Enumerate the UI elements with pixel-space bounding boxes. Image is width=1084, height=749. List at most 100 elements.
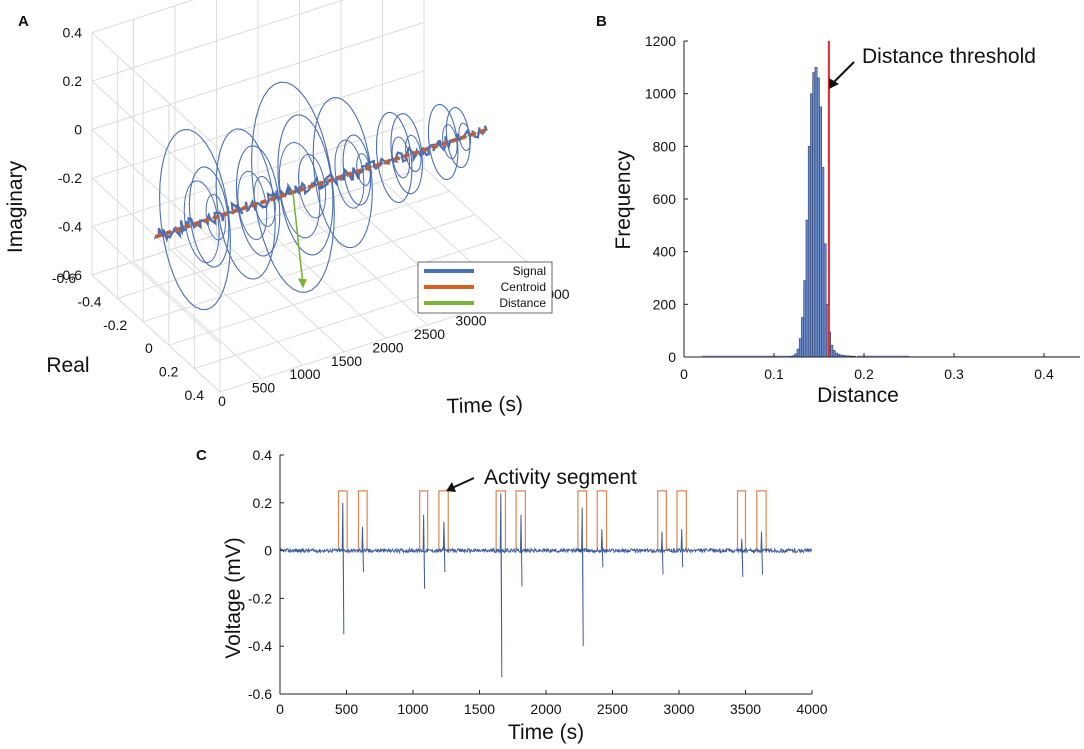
panel-b-bars [702,41,1080,358]
histogram-tail-bar [891,355,894,357]
histogram-tail-bar [873,355,876,357]
distance-line [292,192,304,285]
floor-grid-line [117,190,450,299]
histogram-tail-bar [724,355,727,357]
side-wall-grid-line [91,129,221,247]
b-y-tick-label: 1200 [645,33,676,49]
distance-arrowhead [297,278,307,289]
panel-b-axes [683,40,1080,358]
b-y-tick-label: 1000 [645,86,676,102]
histogram-bar [830,344,834,358]
panel-a-3d-plot: 0.40.20-0.2-0.4-0.6-0.6-0.4-0.200.20.4 05… [4,0,570,418]
panel-c-xlabel: Time (s) [508,721,584,744]
signal-inner-loop [391,136,411,179]
y-tick-label: 0.2 [159,364,179,380]
floor-grid-line [257,221,387,339]
histogram-bar [807,146,811,358]
back-wall-grid-line [91,70,425,179]
histogram-tail-bar [702,355,705,357]
activity-segment-box [577,490,588,551]
histogram-bar [812,72,816,358]
panel-b-ylabel: Frequency [612,150,635,250]
panel-c-tick-labels: 0.40.20-0.2-0.4-0.60 500 1000 1500 2000 2500 3… [248,447,828,717]
signal-inner-loop [237,170,268,241]
x-tick-label: 2000 [372,339,403,355]
histogram-bar [798,338,802,358]
histogram-bar [805,219,809,358]
histogram-tail-bar [870,355,873,357]
panel-a-tick-labels: 0.40.20-0.2-0.4-0.6-0.6-0.4-0.200.20.4 05… [52,25,570,409]
y-tick-label: -0.6 [52,270,76,286]
legend-label-centroid: Centroid [501,280,546,294]
panel-label-b: B [596,13,607,30]
histogram-tail-bar [864,355,867,357]
histogram-tail-bar [762,355,765,357]
floor-grid-line [143,214,476,323]
panel-b-xlabel: Distance [817,384,899,407]
histogram-tail-bar [875,355,878,357]
histogram-tail-bar [904,355,907,357]
b-y-tick-label: 600 [653,191,677,207]
side-wall-grid-line [91,226,221,344]
c-y-tick-label: 0 [264,543,272,559]
side-wall-grid-line [91,274,221,393]
centroid-overlay [155,128,489,238]
activity-segment-box [756,490,767,551]
panel-a-zlabel: Imaginary [4,160,27,253]
c-x-tick-label: 4000 [796,701,827,717]
histogram-tail-bar [888,355,891,357]
c-y-tick-label: 0.4 [253,447,273,463]
b-y-tick-label: 400 [653,244,677,260]
signal-loop [215,128,276,280]
signal-loop [251,81,335,293]
histogram-tail-bar [738,355,741,357]
histogram-tail-bar [765,355,768,357]
histogram-tail-bar [897,355,900,357]
b-y-tick-label: 0 [668,349,676,365]
panel-a-distance-arrow [292,192,307,289]
histogram-tail-bar [731,355,734,357]
histogram-bar [834,352,838,358]
voltage-trace [279,493,813,678]
side-wall-grid-line [91,80,221,199]
panel-c-voltage-trace: 0.40.20-0.2-0.4-0.60 500 1000 1500 2000 2500 3… [222,447,828,744]
segment-annotation: Activity segment [484,466,637,489]
c-x-tick-label: 1000 [397,701,428,717]
histogram-tail-bar [900,355,903,357]
histogram-bar [796,348,800,358]
y-tick-label: 0.4 [185,387,205,403]
histogram-tail-bar [857,355,860,357]
panel-b-histogram: 0 200 400 600 800 1000 1200 0 0.1 0.2 0.3 0.4 Dista… [612,33,1080,407]
x-tick-label: 500 [252,380,276,396]
x-tick-label: 2500 [414,326,445,342]
z-tick-label: 0 [74,122,82,138]
histogram-bar [819,106,823,358]
legend-label-signal: Signal [513,264,546,278]
panel-a-xlabel: Time (s) [446,393,523,419]
panel-b-tick-labels: 0 200 400 600 800 1000 1200 0 0.1 0.2 0.3 0.4 [645,33,1054,382]
histogram-tail-bar [886,355,889,357]
histogram-tail-bar [778,355,781,357]
c-x-tick-label: 2000 [530,701,561,717]
activity-segment-box [676,490,687,551]
signal-loop [188,166,230,268]
histogram-tail-bar [715,355,718,357]
histogram-tail-bar [742,355,745,357]
z-tick-label: -0.2 [58,170,82,186]
signal-inner-loop [205,193,226,241]
x-tick-label: 3000 [455,313,486,329]
histogram-bar [801,317,805,358]
histogram-tail-bar [877,355,880,357]
threshold-arrow [829,61,855,89]
histogram-tail-bar [868,355,871,357]
activity-segment-box [596,490,608,551]
activity-segment-box [357,490,368,551]
b-y-tick-label: 800 [653,138,677,154]
histogram-tail-bar [893,355,896,357]
segment-arrow [446,477,475,492]
activity-segment-box [419,490,429,551]
histogram-tail-bar [706,355,709,357]
y-tick-label: -0.2 [103,317,127,333]
z-tick-label: 0.2 [63,73,83,89]
histogram-tail-bar [744,355,747,357]
